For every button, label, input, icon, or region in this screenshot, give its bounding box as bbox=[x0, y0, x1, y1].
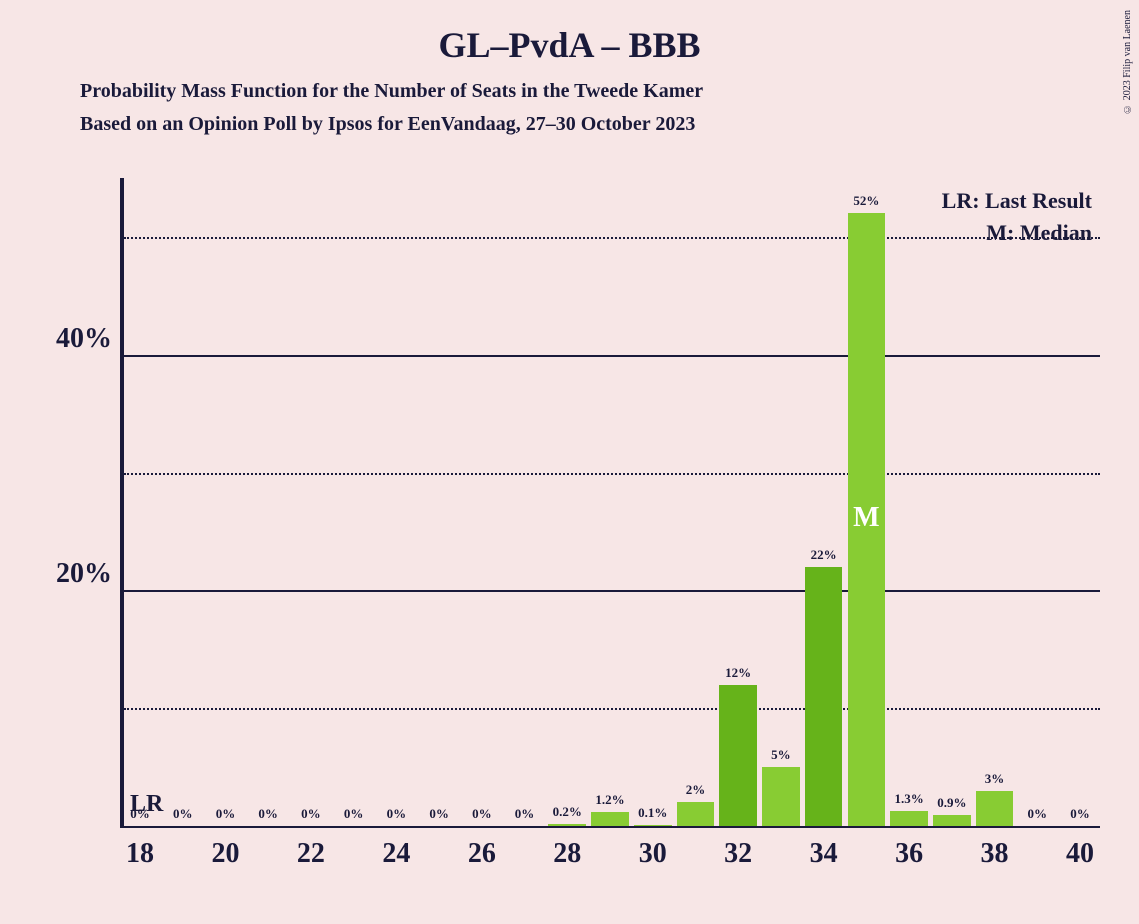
bar bbox=[762, 767, 800, 826]
x-axis-label: 20 bbox=[211, 838, 239, 870]
bar-value-label: 0% bbox=[387, 806, 407, 822]
y-axis-line bbox=[120, 178, 124, 828]
bar bbox=[634, 825, 672, 826]
bar bbox=[976, 791, 1014, 826]
bar-value-label: 0.9% bbox=[937, 795, 966, 811]
bar-value-label: 0% bbox=[301, 806, 321, 822]
gridline-minor bbox=[124, 473, 1100, 475]
x-axis-label: 34 bbox=[810, 838, 838, 870]
copyright-notice: © 2023 Filip van Laenen bbox=[1122, 10, 1133, 114]
bar-value-label: 0% bbox=[344, 806, 364, 822]
lr-marker: LR bbox=[130, 791, 163, 818]
bar-value-label: 22% bbox=[811, 547, 837, 563]
bar bbox=[591, 812, 629, 826]
bar-value-label: 12% bbox=[725, 665, 751, 681]
m-marker: M bbox=[853, 502, 879, 534]
x-axis-label: 26 bbox=[468, 838, 496, 870]
bar-value-label: 0% bbox=[216, 806, 236, 822]
bar-value-label: 0.2% bbox=[553, 804, 582, 820]
x-axis-label: 22 bbox=[297, 838, 325, 870]
x-axis-label: 38 bbox=[981, 838, 1009, 870]
gridline-major bbox=[124, 355, 1100, 357]
chart-title: GL–PvdA – BBB bbox=[0, 0, 1139, 66]
bar-value-label: 0% bbox=[258, 806, 278, 822]
bar-value-label: 1.2% bbox=[595, 792, 624, 808]
bar bbox=[805, 567, 843, 826]
bar-value-label: 0% bbox=[173, 806, 193, 822]
bar-value-label: 5% bbox=[771, 747, 791, 763]
bar-value-label: 0% bbox=[429, 806, 449, 822]
x-axis-label: 30 bbox=[639, 838, 667, 870]
gridline-minor bbox=[124, 708, 1100, 710]
x-axis-label: 18 bbox=[126, 838, 154, 870]
x-axis-label: 32 bbox=[724, 838, 752, 870]
bar-value-label: 0% bbox=[472, 806, 492, 822]
chart-plot-area: 20%40% 182022242628303234363840 0%0%0%0%… bbox=[120, 178, 1100, 828]
y-axis-label: 40% bbox=[56, 323, 112, 355]
y-axis-label: 20% bbox=[56, 558, 112, 590]
x-axis-label: 24 bbox=[382, 838, 410, 870]
bar bbox=[548, 824, 586, 826]
bar bbox=[719, 685, 757, 826]
bar bbox=[933, 815, 971, 826]
bar-value-label: 0% bbox=[1028, 806, 1048, 822]
bar bbox=[677, 802, 715, 826]
bar bbox=[890, 811, 928, 826]
chart-subtitle-1: Probability Mass Function for the Number… bbox=[0, 66, 1139, 103]
bar-value-label: 0% bbox=[515, 806, 535, 822]
x-axis-line bbox=[120, 826, 1100, 828]
legend-lr: LR: Last Result bbox=[942, 188, 1092, 214]
gridline-major bbox=[124, 590, 1100, 592]
x-axis-label: 28 bbox=[553, 838, 581, 870]
legend-m: M: Median bbox=[986, 220, 1092, 246]
x-axis-label: 36 bbox=[895, 838, 923, 870]
bar-value-label: 2% bbox=[686, 782, 706, 798]
x-axis-label: 40 bbox=[1066, 838, 1094, 870]
bar-value-label: 0.1% bbox=[638, 805, 667, 821]
bar-value-label: 1.3% bbox=[894, 791, 923, 807]
bar-value-label: 3% bbox=[985, 771, 1005, 787]
gridline-minor bbox=[124, 237, 1100, 239]
bar-value-label: 52% bbox=[853, 193, 879, 209]
chart-subtitle-2: Based on an Opinion Poll by Ipsos for Ee… bbox=[0, 103, 1139, 136]
bar-value-label: 0% bbox=[1070, 806, 1090, 822]
